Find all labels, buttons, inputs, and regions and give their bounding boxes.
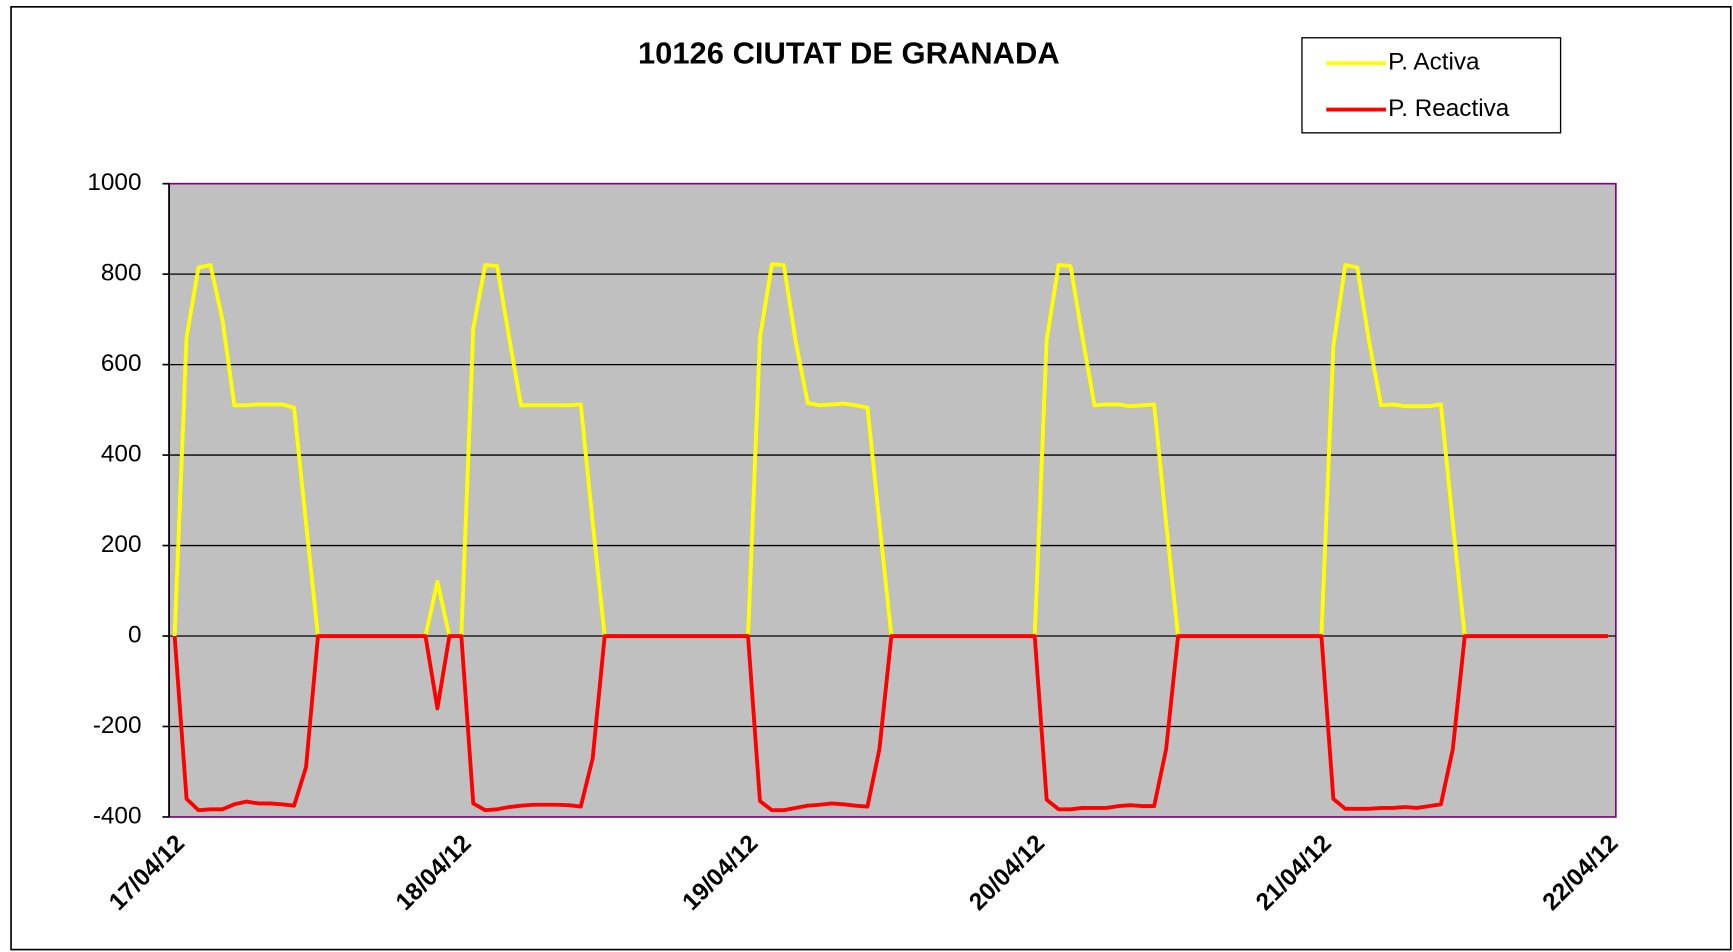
y-tick-label: 400	[101, 441, 142, 468]
legend-box	[1301, 37, 1562, 134]
plot-area	[168, 182, 1617, 818]
y-tick-label: 1000	[87, 169, 141, 196]
legend-label: P. Activa	[1388, 49, 1480, 76]
y-tick-label: -400	[93, 802, 142, 829]
series-line	[172, 634, 1609, 813]
y-tick-label: 600	[101, 350, 142, 377]
y-tick-label: 800	[101, 260, 142, 287]
y-tick-label: -200	[93, 712, 142, 739]
y-tick-label: 0	[128, 621, 142, 648]
y-tick-label: 200	[101, 531, 142, 558]
legend-label: P. Reactiva	[1388, 95, 1510, 122]
chart-title: 10126 CIUTAT DE GRANADA	[638, 36, 1060, 71]
